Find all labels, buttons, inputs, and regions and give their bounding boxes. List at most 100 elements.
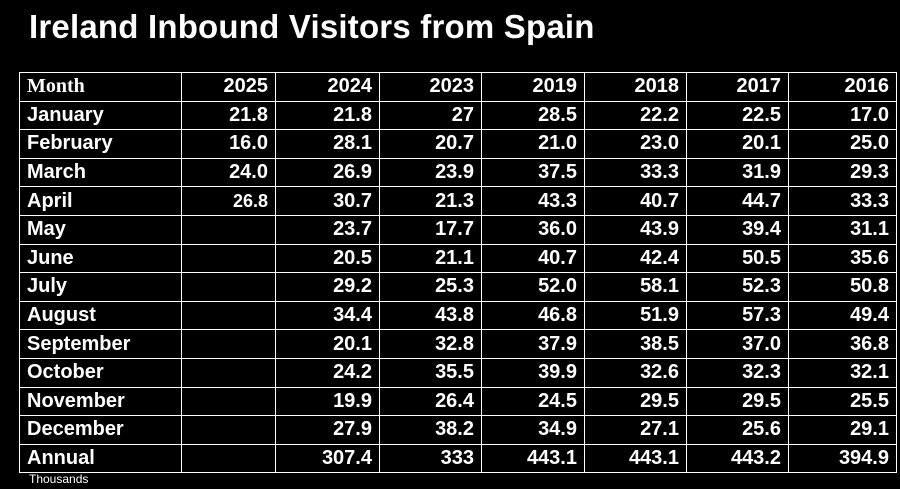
value-cell-2025 — [181, 443, 276, 474]
column-header-2017: 2017 — [686, 72, 789, 102]
month-label: December — [19, 415, 182, 445]
month-label: April — [19, 186, 182, 216]
value-cell-2025 — [181, 329, 276, 359]
value-cell-2016: 35.6 — [788, 243, 897, 274]
value-cell-2016: 32.1 — [788, 357, 897, 388]
month-label: November — [19, 386, 182, 417]
value-cell-2017: 44.7 — [686, 186, 789, 216]
month-label: October — [19, 357, 182, 388]
value-cell-2023: 333 — [379, 443, 482, 474]
value-cell-2024: 307.4 — [275, 443, 380, 474]
value-cell-2019: 39.9 — [481, 357, 585, 388]
visitors-table: Month 2025 2024 2023 2019 2018 2017 2016… — [19, 72, 897, 474]
value-cell-2024: 29.2 — [275, 272, 380, 302]
table-row-october: October 24.2 35.5 39.9 32.6 32.3 32.1 — [19, 357, 897, 388]
value-cell-2018: 23.0 — [584, 129, 687, 159]
value-cell-2018: 40.7 — [584, 186, 687, 216]
table-row-january: January 21.8 21.8 27 28.5 22.2 22.5 17.0 — [19, 100, 897, 131]
value-cell-2018: 29.5 — [584, 386, 687, 417]
value-cell-2018: 32.6 — [584, 357, 687, 388]
value-cell-2024: 24.2 — [275, 357, 380, 388]
value-cell-2018: 27.1 — [584, 415, 687, 445]
value-cell-2017: 39.4 — [686, 214, 789, 245]
value-cell-2016: 36.8 — [788, 329, 897, 359]
value-cell-2016: 29.3 — [788, 157, 897, 188]
value-cell-2023: 38.2 — [379, 415, 482, 445]
value-cell-2016: 17.0 — [788, 100, 897, 131]
value-cell-2024: 34.4 — [275, 300, 380, 331]
value-cell-2025 — [181, 214, 276, 245]
column-header-2023: 2023 — [379, 72, 482, 102]
value-cell-2024: 23.7 — [275, 214, 380, 245]
table-row-april: April 26.8 30.7 21.3 43.3 40.7 44.7 33.3 — [19, 186, 897, 216]
unit-footnote: Thousands — [29, 472, 89, 486]
value-cell-2017: 29.5 — [686, 386, 789, 417]
header-row: Month 2025 2024 2023 2019 2018 2017 2016 — [19, 72, 897, 102]
value-cell-2016: 31.1 — [788, 214, 897, 245]
value-cell-2017: 31.9 — [686, 157, 789, 188]
value-cell-2019: 37.9 — [481, 329, 585, 359]
value-cell-2023: 43.8 — [379, 300, 482, 331]
value-cell-2025 — [181, 357, 276, 388]
value-cell-2019: 28.5 — [481, 100, 585, 131]
table-row-july: July 29.2 25.3 52.0 58.1 52.3 50.8 — [19, 272, 897, 302]
month-label: Annual — [19, 443, 182, 474]
value-cell-2018: 42.4 — [584, 243, 687, 274]
table-row-november: November 19.9 26.4 24.5 29.5 29.5 25.5 — [19, 386, 897, 417]
value-cell-2019: 43.3 — [481, 186, 585, 216]
value-cell-2024: 20.1 — [275, 329, 380, 359]
value-cell-2018: 38.5 — [584, 329, 687, 359]
month-label: February — [19, 129, 182, 159]
value-cell-2024: 26.9 — [275, 157, 380, 188]
value-cell-2017: 32.3 — [686, 357, 789, 388]
value-cell-2023: 20.7 — [379, 129, 482, 159]
value-cell-2023: 25.3 — [379, 272, 482, 302]
value-cell-2017: 50.5 — [686, 243, 789, 274]
value-cell-2024: 30.7 — [275, 186, 380, 216]
value-cell-2016: 25.0 — [788, 129, 897, 159]
value-cell-2023: 27 — [379, 100, 482, 131]
column-header-2019: 2019 — [481, 72, 585, 102]
value-cell-2019: 34.9 — [481, 415, 585, 445]
value-cell-2018: 22.2 — [584, 100, 687, 131]
column-header-month: Month — [19, 72, 182, 102]
value-cell-2023: 26.4 — [379, 386, 482, 417]
value-cell-2025: 24.0 — [181, 157, 276, 188]
value-cell-2016: 25.5 — [788, 386, 897, 417]
value-cell-2017: 37.0 — [686, 329, 789, 359]
value-cell-2018: 43.9 — [584, 214, 687, 245]
month-label: July — [19, 272, 182, 302]
table-row-annual: Annual 307.4 333 443.1 443.1 443.2 394.9 — [19, 443, 897, 474]
value-cell-2016: 394.9 — [788, 443, 897, 474]
column-header-2025: 2025 — [181, 72, 276, 102]
value-cell-2025: 21.8 — [181, 100, 276, 131]
table-row-august: August 34.4 43.8 46.8 51.9 57.3 49.4 — [19, 300, 897, 331]
table-row-december: December 27.9 38.2 34.9 27.1 25.6 29.1 — [19, 415, 897, 445]
value-cell-2024: 21.8 — [275, 100, 380, 131]
value-cell-2025 — [181, 300, 276, 331]
value-cell-2023: 23.9 — [379, 157, 482, 188]
month-label: January — [19, 100, 182, 131]
column-header-2024: 2024 — [275, 72, 380, 102]
value-cell-2019: 52.0 — [481, 272, 585, 302]
value-cell-2017: 57.3 — [686, 300, 789, 331]
value-cell-2016: 29.1 — [788, 415, 897, 445]
month-label: May — [19, 214, 182, 245]
column-header-2016: 2016 — [788, 72, 897, 102]
value-cell-2019: 46.8 — [481, 300, 585, 331]
column-header-2018: 2018 — [584, 72, 687, 102]
value-cell-2017: 52.3 — [686, 272, 789, 302]
value-cell-2024: 28.1 — [275, 129, 380, 159]
value-cell-2023: 17.7 — [379, 214, 482, 245]
value-cell-2025 — [181, 386, 276, 417]
value-cell-2019: 40.7 — [481, 243, 585, 274]
value-cell-2019: 24.5 — [481, 386, 585, 417]
value-cell-2024: 20.5 — [275, 243, 380, 274]
value-cell-2018: 443.1 — [584, 443, 687, 474]
value-cell-2016: 49.4 — [788, 300, 897, 331]
table-row-june: June 20.5 21.1 40.7 42.4 50.5 35.6 — [19, 243, 897, 274]
value-cell-2017: 25.6 — [686, 415, 789, 445]
value-cell-2016: 33.3 — [788, 186, 897, 216]
month-label: June — [19, 243, 182, 274]
value-cell-2019: 36.0 — [481, 214, 585, 245]
